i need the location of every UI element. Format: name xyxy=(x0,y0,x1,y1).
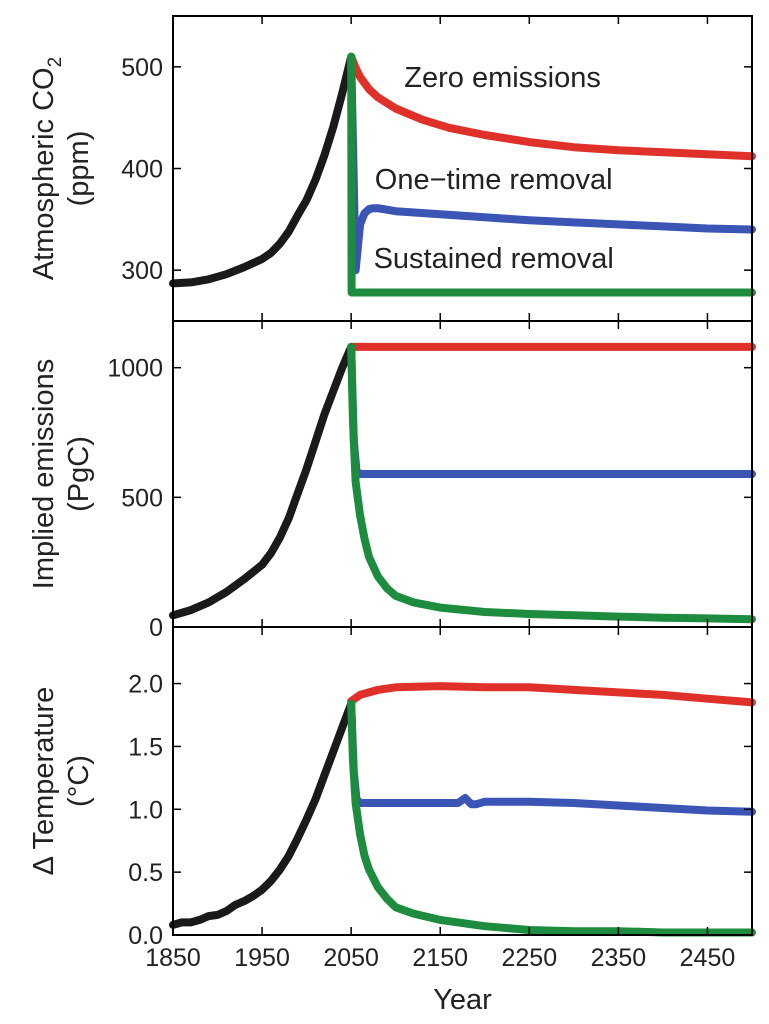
series-line-green xyxy=(347,52,756,297)
y-axis-title-subscript: 2 xyxy=(45,57,66,68)
x-tick-label: 2350 xyxy=(591,944,647,972)
series-annotation: Sustained removal xyxy=(374,243,614,275)
series-line-green xyxy=(347,699,756,937)
x-tick-label: 1850 xyxy=(145,944,201,972)
x-tick-label: 2250 xyxy=(501,944,557,972)
series-line-red xyxy=(347,52,756,161)
y-tick-label: 2.0 xyxy=(128,671,163,699)
x-tick-label: 2050 xyxy=(323,944,379,972)
series-line-black xyxy=(169,52,356,288)
series-line-blue xyxy=(347,699,756,816)
plot-frame xyxy=(172,626,753,936)
y-tick-label: 400 xyxy=(121,156,163,184)
chart-panel-2: 0 500 1000 Implied emissions (PgC) xyxy=(28,320,756,642)
y-axis-title-main: Atmospheric CO xyxy=(28,67,60,280)
y-axis-title: Δ Temperature xyxy=(28,687,60,876)
y-axis-title-unit: (PgC) xyxy=(63,436,95,512)
series-line-blue xyxy=(347,52,756,275)
x-tick-label: 2150 xyxy=(412,944,468,972)
y-axis-title: Implied emissions xyxy=(28,359,60,589)
series-annotation: One−time removal xyxy=(375,164,613,196)
series-line-green xyxy=(347,342,756,624)
y-axis-title-main: Implied emissions xyxy=(28,359,60,589)
y-tick-label: 500 xyxy=(121,484,163,512)
y-axis-title-main: Δ Temperature xyxy=(28,687,60,876)
y-tick-label: 1000 xyxy=(107,355,163,383)
series-line-blue xyxy=(347,342,756,478)
y-axis-title: Atmospheric CO2 xyxy=(28,57,66,280)
series-line-red xyxy=(347,682,756,707)
y-axis-title-unit: (°C) xyxy=(63,755,95,807)
y-tick-label: 500 xyxy=(121,54,163,82)
x-tick-label: 2450 xyxy=(680,944,736,972)
y-tick-label: 0 xyxy=(149,614,163,642)
series-annotation: Zero emissions xyxy=(404,62,601,94)
series-line-black xyxy=(169,699,356,929)
y-tick-label: 0.5 xyxy=(128,859,163,887)
x-tick-label: 1950 xyxy=(234,944,290,972)
x-axis-title: Year xyxy=(433,984,492,1016)
y-tick-label: 1.0 xyxy=(128,796,163,824)
y-axis-title-unit: (ppm) xyxy=(63,131,95,207)
y-tick-label: 0.0 xyxy=(128,922,163,950)
y-tick-label: 1.5 xyxy=(128,733,163,761)
series-line-black xyxy=(169,342,356,620)
y-tick-label: 300 xyxy=(121,257,163,285)
chart-panel-3: 0.0 0.5 1.0 1.5 2.0 1850 1950 2050 2150 2250 2350 2… xyxy=(28,626,756,1016)
